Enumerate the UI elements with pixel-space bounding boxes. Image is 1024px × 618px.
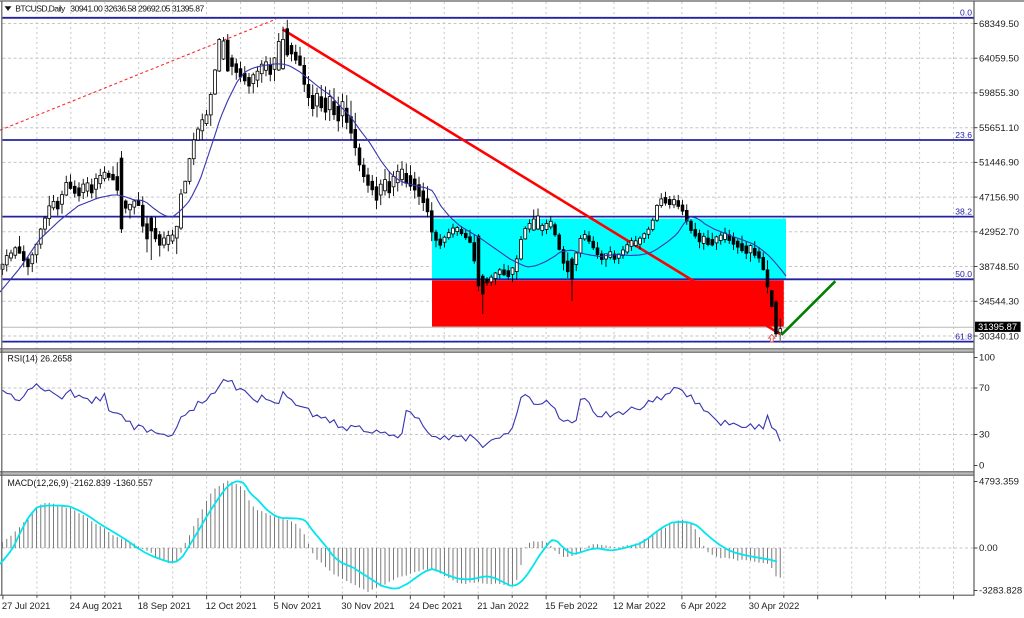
svg-text:12 Mar 2022: 12 Mar 2022: [613, 600, 666, 611]
svg-text:15 Feb 2022: 15 Feb 2022: [545, 600, 598, 611]
svg-text:31395.87: 31395.87: [978, 321, 1017, 332]
svg-text:27 Jul 2021: 27 Jul 2021: [2, 600, 50, 611]
svg-text:61.8: 61.8: [955, 331, 972, 341]
svg-text:30941.00 32636.58 29692.05 313: 30941.00 32636.58 29692.05 31395.87: [70, 3, 204, 13]
svg-text:70: 70: [979, 383, 990, 394]
svg-text:RSI(14) 26.2658: RSI(14) 26.2658: [8, 354, 73, 364]
svg-text:MACD(12,26,9) -2162.839 -1360.: MACD(12,26,9) -2162.839 -1360.557: [8, 478, 153, 488]
svg-text:5 Nov 2021: 5 Nov 2021: [274, 600, 322, 611]
svg-text:30: 30: [979, 430, 990, 441]
svg-text:0: 0: [979, 461, 984, 472]
svg-text:30 Apr 2022: 30 Apr 2022: [749, 600, 800, 611]
svg-text:50.0: 50.0: [955, 269, 972, 279]
svg-text:-3283.828: -3283.828: [979, 586, 1022, 597]
svg-text:30 Nov 2021: 30 Nov 2021: [341, 600, 394, 611]
svg-text:68349.50: 68349.50: [979, 19, 1019, 30]
svg-text:BTCUSD,Daily: BTCUSD,Daily: [15, 3, 66, 13]
svg-text:55651.10: 55651.10: [979, 123, 1019, 134]
svg-text:34544.30: 34544.30: [979, 297, 1019, 308]
svg-text:23.6: 23.6: [955, 130, 972, 140]
svg-text:47156.90: 47156.90: [979, 192, 1019, 203]
svg-text:4793.359: 4793.359: [979, 477, 1019, 488]
svg-text:38.2: 38.2: [955, 206, 972, 216]
svg-text:42952.70: 42952.70: [979, 227, 1019, 238]
svg-text:21 Jan 2022: 21 Jan 2022: [477, 600, 529, 611]
svg-text:59855.30: 59855.30: [979, 88, 1019, 99]
svg-text:18 Sep 2021: 18 Sep 2021: [138, 600, 191, 611]
svg-text:12 Oct 2021: 12 Oct 2021: [206, 600, 257, 611]
svg-text:64059.50: 64059.50: [979, 54, 1019, 65]
svg-text:6 Apr 2022: 6 Apr 2022: [681, 600, 726, 611]
svg-text:0.0: 0.0: [960, 8, 972, 18]
svg-text:0.00: 0.00: [979, 543, 998, 554]
svg-text:100: 100: [979, 353, 995, 364]
svg-text:24 Aug 2021: 24 Aug 2021: [70, 600, 123, 611]
svg-text:51446.90: 51446.90: [979, 158, 1019, 169]
svg-text:24 Dec 2021: 24 Dec 2021: [409, 600, 462, 611]
svg-text:30340.10: 30340.10: [979, 331, 1019, 342]
svg-text:38748.50: 38748.50: [979, 262, 1019, 273]
